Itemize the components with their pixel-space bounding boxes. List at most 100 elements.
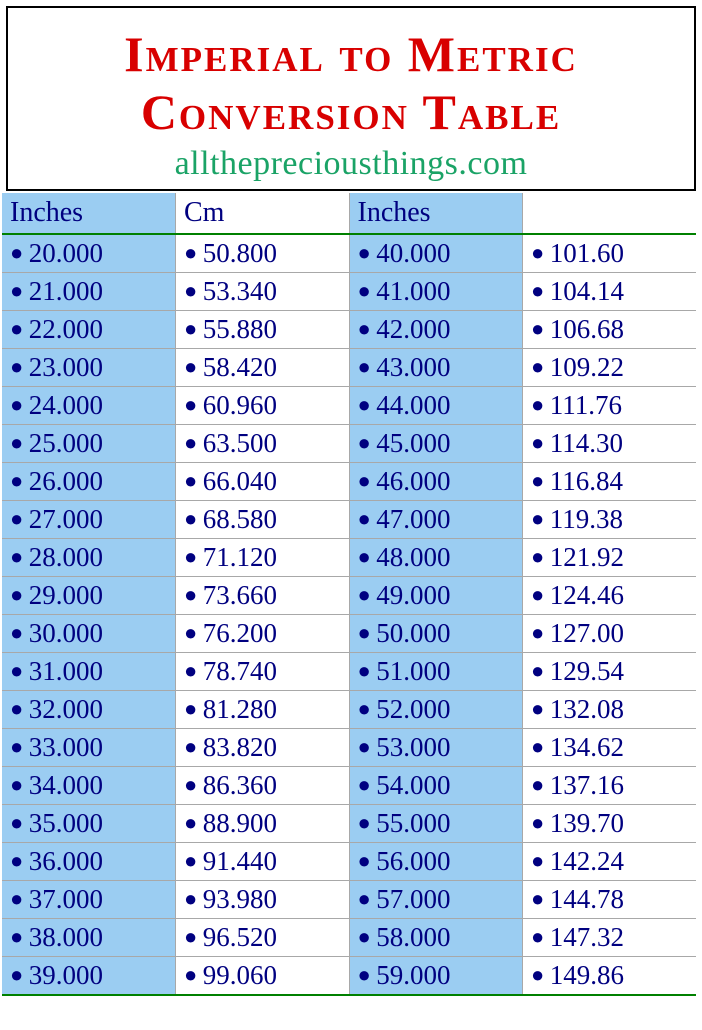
- table-row: ● 37.000● 93.980● 57.000● 144.78: [2, 881, 696, 919]
- bullet-icon: ●: [184, 316, 203, 341]
- cell-value: 76.200: [203, 618, 277, 648]
- table-row: ● 20.000● 50.800● 40.000● 101.60: [2, 234, 696, 273]
- table-cell: ● 42.000: [349, 311, 523, 349]
- table-cell: ● 50.000: [349, 615, 523, 653]
- bullet-icon: ●: [531, 696, 550, 721]
- bullet-icon: ●: [10, 506, 29, 531]
- bullet-icon: ●: [10, 924, 29, 949]
- bullet-icon: ●: [358, 658, 377, 683]
- table-cell: ● 129.54: [523, 653, 697, 691]
- cell-value: 132.08: [550, 694, 624, 724]
- cell-value: 149.86: [550, 960, 624, 990]
- table-cell: ● 49.000: [349, 577, 523, 615]
- table-cell: ● 96.520: [176, 919, 350, 957]
- column-header: Inches: [349, 193, 523, 234]
- bullet-icon: ●: [531, 392, 550, 417]
- bullet-icon: ●: [184, 658, 203, 683]
- bullet-icon: ●: [10, 734, 29, 759]
- bullet-icon: ●: [184, 430, 203, 455]
- cell-value: 93.980: [203, 884, 277, 914]
- table-cell: ● 26.000: [2, 463, 176, 501]
- table-cell: ● 116.84: [523, 463, 697, 501]
- table-row: ● 21.000● 53.340● 41.000● 104.14: [2, 273, 696, 311]
- table-cell: ● 139.70: [523, 805, 697, 843]
- cell-value: 119.38: [550, 504, 623, 534]
- bullet-icon: ●: [10, 430, 29, 455]
- table-row: ● 34.000● 86.360● 54.000● 137.16: [2, 767, 696, 805]
- bullet-icon: ●: [531, 582, 550, 607]
- table-cell: ● 55.880: [176, 311, 350, 349]
- bullet-icon: ●: [184, 278, 203, 303]
- cell-value: 58.000: [376, 922, 450, 952]
- cell-value: 36.000: [29, 846, 103, 876]
- bullet-icon: ●: [10, 658, 29, 683]
- bullet-icon: ●: [10, 544, 29, 569]
- cell-value: 134.62: [550, 732, 624, 762]
- cell-value: 139.70: [550, 808, 624, 838]
- column-header: Cm: [176, 193, 350, 234]
- table-cell: ● 104.14: [523, 273, 697, 311]
- table-cell: ● 48.000: [349, 539, 523, 577]
- table-cell: ● 27.000: [2, 501, 176, 539]
- cell-value: 109.22: [550, 352, 624, 382]
- table-row: ● 23.000● 58.420● 43.000● 109.22: [2, 349, 696, 387]
- cell-value: 52.000: [376, 694, 450, 724]
- cell-value: 111.76: [550, 390, 622, 420]
- table-cell: ● 33.000: [2, 729, 176, 767]
- bullet-icon: ●: [10, 468, 29, 493]
- bullet-icon: ●: [531, 278, 550, 303]
- cell-value: 23.000: [29, 352, 103, 382]
- cell-value: 24.000: [29, 390, 103, 420]
- cell-value: 47.000: [376, 504, 450, 534]
- table-cell: ● 22.000: [2, 311, 176, 349]
- bullet-icon: ●: [10, 620, 29, 645]
- cell-value: 43.000: [376, 352, 450, 382]
- cell-value: 147.32: [550, 922, 624, 952]
- table-cell: ● 127.00: [523, 615, 697, 653]
- bullet-icon: ●: [184, 506, 203, 531]
- bullet-icon: ●: [10, 582, 29, 607]
- cell-value: 31.000: [29, 656, 103, 686]
- table-cell: ● 142.24: [523, 843, 697, 881]
- bullet-icon: ●: [531, 544, 550, 569]
- cell-value: 53.340: [203, 276, 277, 306]
- bullet-icon: ●: [531, 772, 550, 797]
- cell-value: 78.740: [203, 656, 277, 686]
- table-cell: ● 76.200: [176, 615, 350, 653]
- table-cell: ● 109.22: [523, 349, 697, 387]
- table-cell: ● 25.000: [2, 425, 176, 463]
- cell-value: 30.000: [29, 618, 103, 648]
- bullet-icon: ●: [358, 240, 377, 265]
- cell-value: 42.000: [376, 314, 450, 344]
- cell-value: 91.440: [203, 846, 277, 876]
- cell-value: 106.68: [550, 314, 624, 344]
- table-cell: ● 101.60: [523, 234, 697, 273]
- bullet-icon: ●: [358, 544, 377, 569]
- bullet-icon: ●: [358, 316, 377, 341]
- bullet-icon: ●: [531, 962, 550, 987]
- table-cell: ● 45.000: [349, 425, 523, 463]
- cell-value: 51.000: [376, 656, 450, 686]
- cell-value: 142.24: [550, 846, 624, 876]
- table-cell: ● 50.800: [176, 234, 350, 273]
- table-row: ● 30.000 ● 76.200● 50.000● 127.00: [2, 615, 696, 653]
- bullet-icon: ●: [184, 392, 203, 417]
- bullet-icon: ●: [358, 848, 377, 873]
- bullet-icon: ●: [531, 924, 550, 949]
- table-cell: ● 47.000: [349, 501, 523, 539]
- bullet-icon: ●: [184, 810, 203, 835]
- table-row: ● 35.000● 88.900● 55.000● 139.70: [2, 805, 696, 843]
- table-cell: ● 53.340: [176, 273, 350, 311]
- bullet-icon: ●: [184, 772, 203, 797]
- cell-value: 124.46: [550, 580, 624, 610]
- table-cell: ● 63.500: [176, 425, 350, 463]
- bullet-icon: ●: [10, 772, 29, 797]
- cell-value: 49.000: [376, 580, 450, 610]
- table-cell: ● 119.38: [523, 501, 697, 539]
- table-cell: ● 71.120: [176, 539, 350, 577]
- table-cell: ● 124.46: [523, 577, 697, 615]
- cell-value: 86.360: [203, 770, 277, 800]
- cell-value: 53.000: [376, 732, 450, 762]
- table-cell: ● 111.76: [523, 387, 697, 425]
- cell-value: 71.120: [203, 542, 277, 572]
